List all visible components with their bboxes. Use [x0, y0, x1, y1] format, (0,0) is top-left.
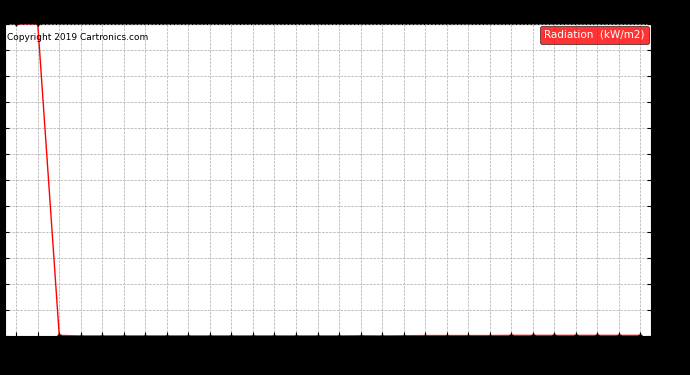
Title: Solar Radiation per Day KW/m2 20190630: Solar Radiation per Day KW/m2 20190630 — [138, 4, 519, 22]
Legend: Radiation  (kW/m2): Radiation (kW/m2) — [540, 26, 649, 44]
Text: Copyright 2019 Cartronics.com: Copyright 2019 Cartronics.com — [7, 33, 148, 42]
